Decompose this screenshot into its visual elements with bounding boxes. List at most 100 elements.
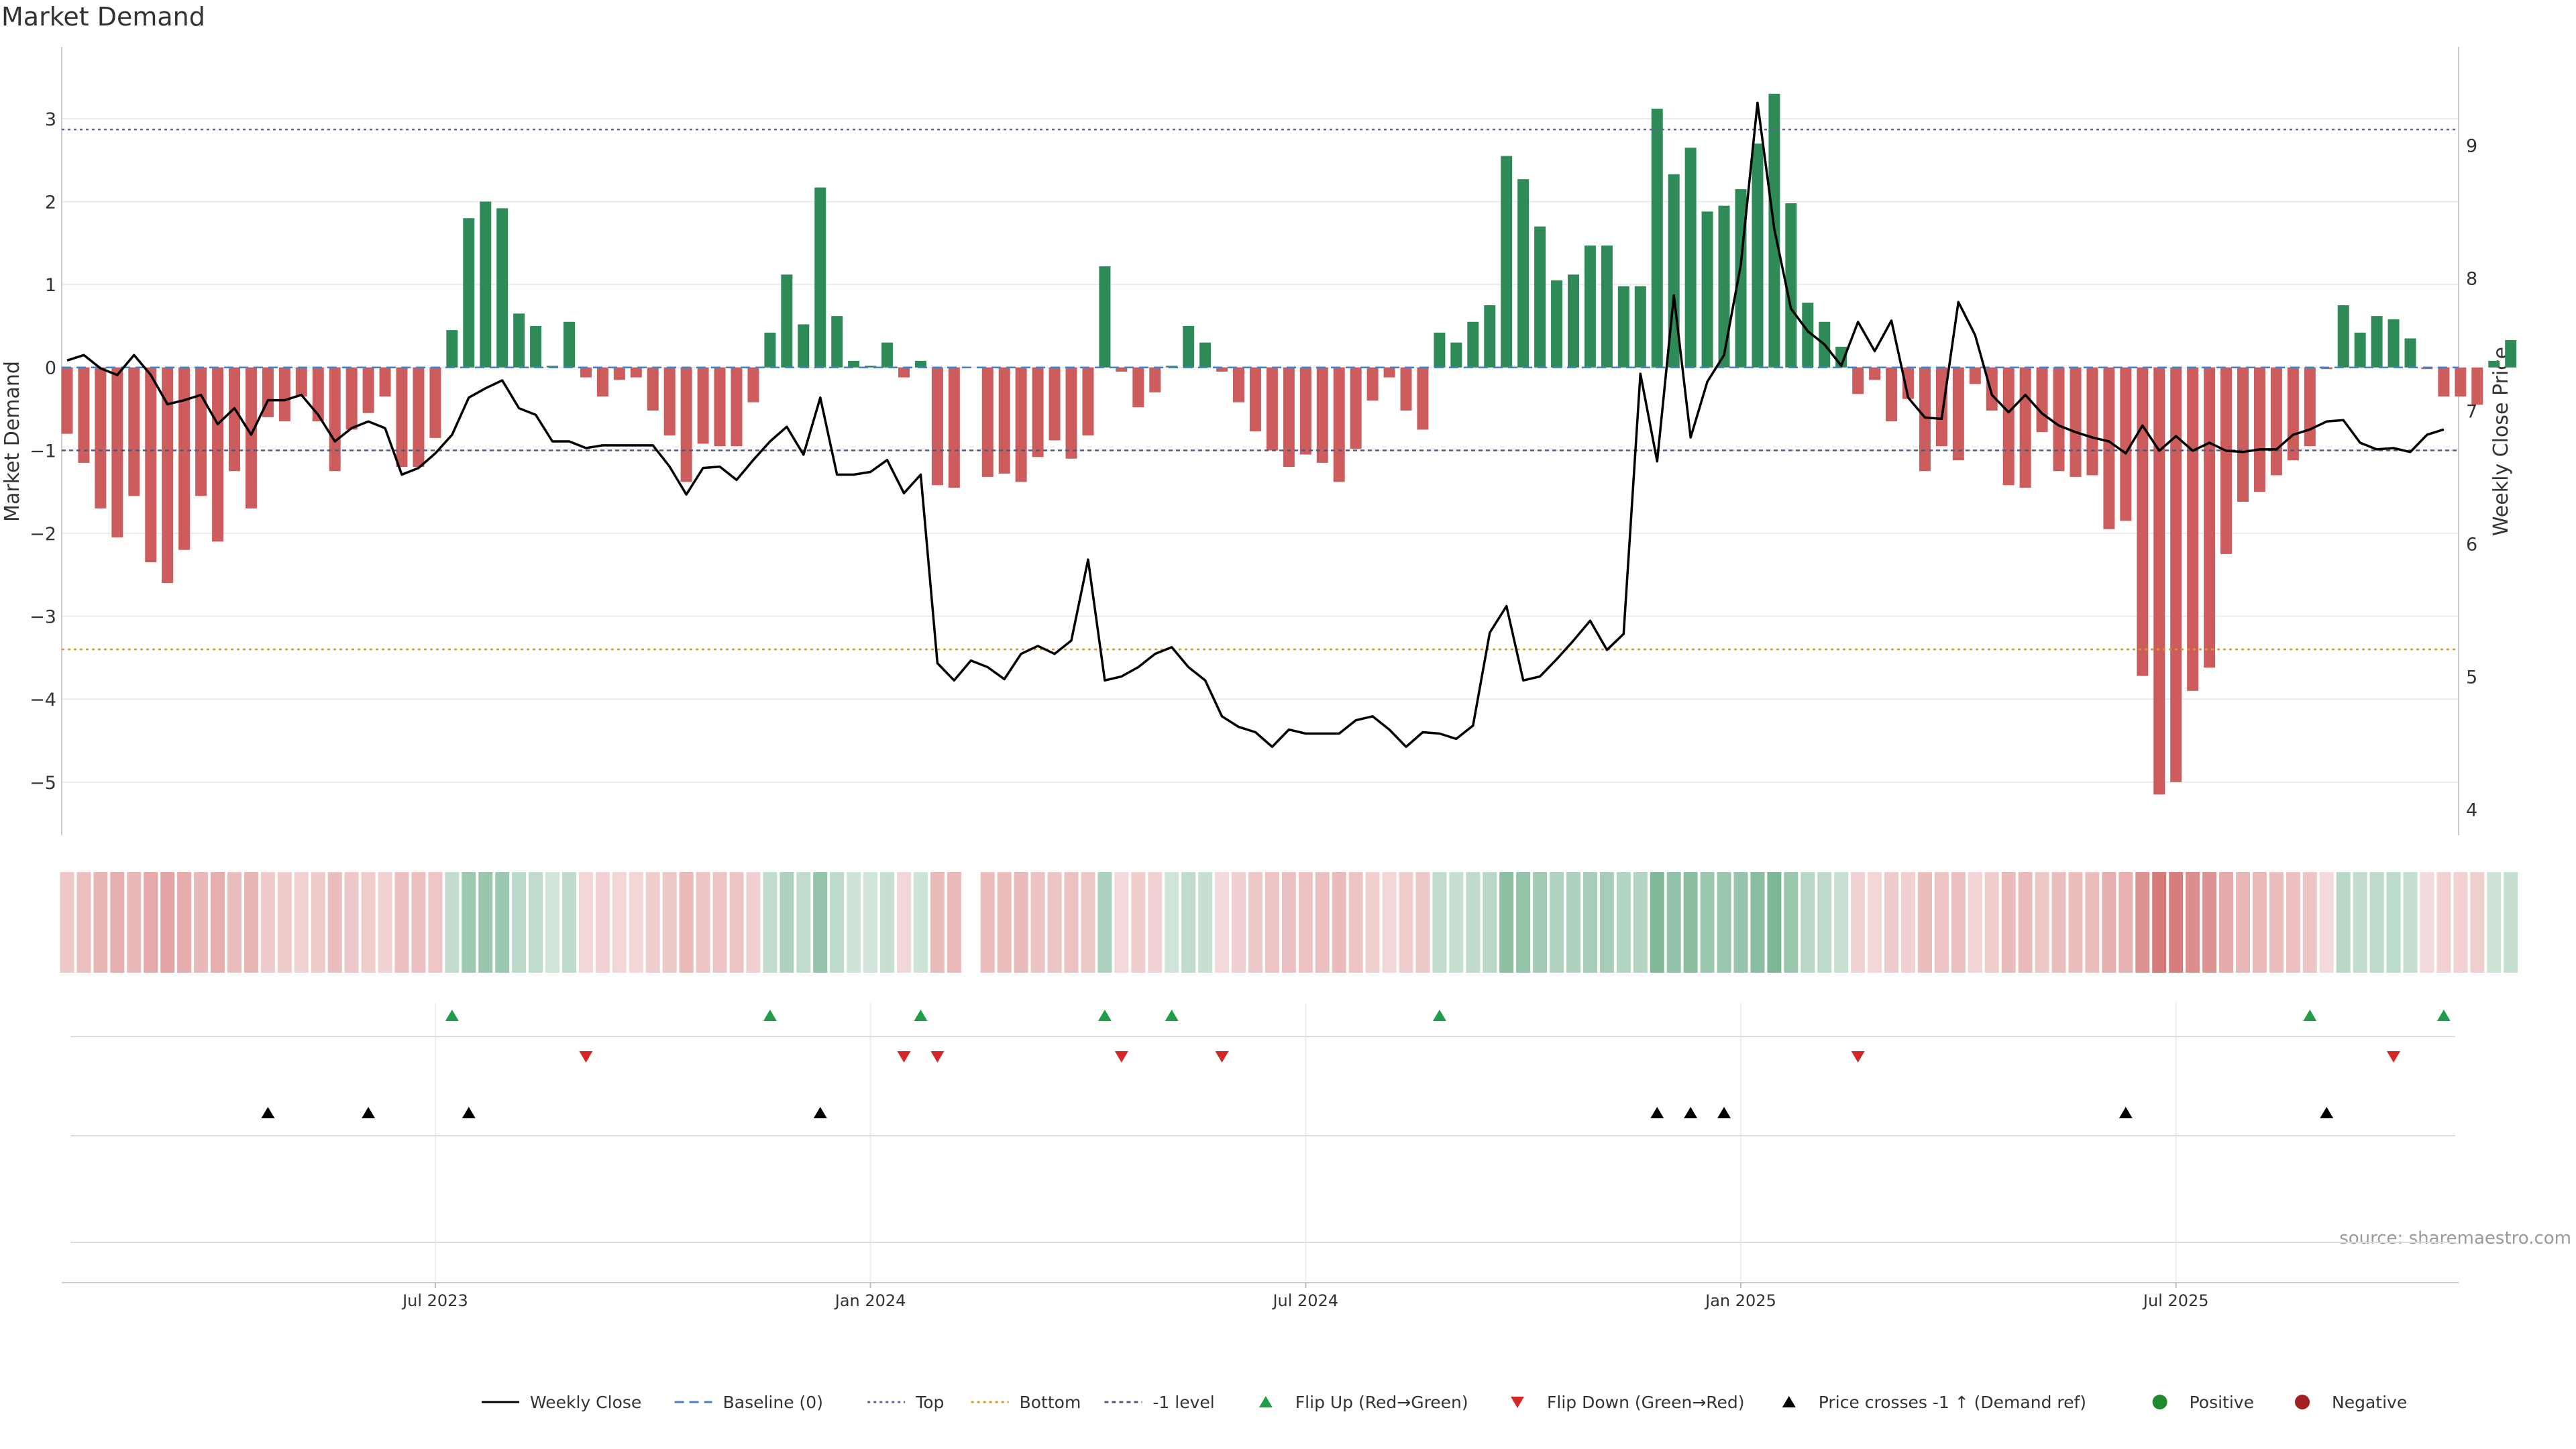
demand-bar xyxy=(2253,367,2265,492)
legend-item-minus1[interactable]: -1 level xyxy=(1104,1393,1215,1412)
demand-bar xyxy=(396,367,408,468)
legend-label: Top xyxy=(915,1393,944,1412)
legend-swatch xyxy=(2152,1395,2167,1409)
demand-bar xyxy=(1501,156,1513,368)
heatmap-cell xyxy=(2085,872,2100,973)
demand-bar xyxy=(2153,367,2165,795)
demand-bar xyxy=(1986,367,1998,411)
demand-bar xyxy=(680,367,692,482)
heatmap-cell xyxy=(1047,872,1062,973)
demand-bar xyxy=(1283,367,1295,468)
price-cross-marker xyxy=(362,1107,376,1118)
demand-bar xyxy=(2270,367,2282,476)
legend-label: Positive xyxy=(2190,1393,2254,1412)
heatmap-cell xyxy=(2252,872,2267,973)
demand-bar xyxy=(1266,367,1278,451)
flip-up-marker xyxy=(1432,1010,1446,1021)
demand-bar xyxy=(2488,360,2500,368)
heatmap-cell xyxy=(763,872,777,973)
demand-bar xyxy=(865,366,877,368)
demand-bar xyxy=(1383,367,1395,378)
heatmap-cell xyxy=(277,872,292,973)
heatmap-cell xyxy=(1533,872,1548,973)
heatmap-cell xyxy=(612,872,627,973)
heatmap-cell xyxy=(1851,872,1866,973)
flip-up-marker xyxy=(445,1010,459,1021)
axis-ticks: 3 2 1 0 −1 −2 −3 −4 −5 9 8 7 6 5 4 Jul 2023 Jan 2024 Jul … xyxy=(30,109,2477,1310)
y-tick-left: 3 xyxy=(45,109,56,130)
demand-bar xyxy=(2070,367,2082,477)
heatmap-cell xyxy=(93,872,108,973)
legend-swatch xyxy=(2295,1395,2310,1409)
heatmap-cell xyxy=(2219,872,2234,973)
heatmap-cell xyxy=(1165,872,1179,973)
heatmap-cell xyxy=(76,872,91,973)
flip-down-marker xyxy=(1215,1051,1229,1063)
demand-bar xyxy=(1584,246,1596,368)
heatmap-cell xyxy=(1767,872,1782,973)
legend-item-cross[interactable]: Price crosses -1 ↑ (Demand ref) xyxy=(1782,1393,2086,1412)
demand-bar xyxy=(764,332,776,368)
flip-down-marker xyxy=(897,1051,911,1063)
heatmap-cell xyxy=(1516,872,1531,973)
demand-bar xyxy=(1434,332,1446,368)
heatmap-cell xyxy=(1934,872,1949,973)
heatmap-cell xyxy=(1081,872,1095,973)
flip-up-marker xyxy=(2303,1010,2317,1021)
legend-item-pos[interactable]: Positive xyxy=(2152,1393,2254,1412)
heatmap-cell xyxy=(1449,872,1464,973)
heatmap-cell xyxy=(679,872,694,973)
legend-item-down[interactable]: Flip Down (Green→Red) xyxy=(1511,1393,1745,1412)
demand-bar xyxy=(1935,367,1947,447)
flip-down-marker xyxy=(2387,1051,2401,1063)
legend-item-neg[interactable]: Negative xyxy=(2295,1393,2407,1412)
demand-bar xyxy=(663,367,676,436)
demand-bar xyxy=(781,274,793,368)
heatmap-cell xyxy=(1399,872,1413,973)
heatmap-cell xyxy=(1834,872,1849,973)
demand-bar xyxy=(162,367,174,584)
x-tick-label: Jan 2024 xyxy=(834,1291,906,1310)
heatmap-cell xyxy=(746,872,761,973)
heatmap-cell xyxy=(2319,872,2334,973)
heatmap-cell xyxy=(1131,872,1146,973)
heatmap-cell xyxy=(1181,872,1196,973)
heatmap-cell xyxy=(1365,872,1380,973)
demand-bar xyxy=(2387,319,2400,368)
x-tick-label: Jul 2025 xyxy=(2142,1291,2209,1310)
heatmap-cell xyxy=(696,872,710,973)
demand-bar xyxy=(1032,367,1044,458)
legend-item-bottom[interactable]: Bottom xyxy=(971,1393,1081,1412)
heatmap-cell xyxy=(1633,872,1648,973)
heatmap-cell xyxy=(2403,872,2418,973)
demand-bar xyxy=(2220,367,2233,554)
legend-item-baseline[interactable]: Baseline (0) xyxy=(674,1393,823,1412)
heatmap-cell xyxy=(2453,872,2468,973)
heatmap-cell xyxy=(1884,872,1899,973)
demand-bar xyxy=(630,367,642,378)
demand-bar xyxy=(111,367,123,538)
demand-bar xyxy=(1015,367,1027,482)
heatmap-cell xyxy=(1232,872,1246,973)
legend-item-solid[interactable]: Weekly Close xyxy=(482,1393,641,1412)
heatmap-cell xyxy=(378,872,392,973)
heatmap-cell xyxy=(2236,872,2250,973)
heatmap-cell xyxy=(830,872,845,973)
y-tick-left: 1 xyxy=(45,275,56,296)
legend-item-top[interactable]: Top xyxy=(867,1393,944,1412)
heatmap-cell xyxy=(495,872,510,973)
demand-bar xyxy=(295,367,307,397)
legend-item-up[interactable]: Flip Up (Red→Green) xyxy=(1258,1393,1468,1412)
flip-down-marker xyxy=(579,1051,593,1063)
heatmap-cell xyxy=(2487,872,2502,973)
heatmap-cell xyxy=(1666,872,1681,973)
demand-bar xyxy=(1049,367,1061,441)
demand-bar xyxy=(931,367,943,486)
heatmap-cell xyxy=(2152,872,2167,973)
demand-bar xyxy=(1116,367,1128,372)
legend-label: Price crosses -1 ↑ (Demand ref) xyxy=(1819,1393,2086,1412)
demand-bar xyxy=(1684,148,1697,368)
flip-up-marker xyxy=(914,1010,928,1021)
heatmap-cell xyxy=(1198,872,1213,973)
demand-bar xyxy=(128,367,140,496)
